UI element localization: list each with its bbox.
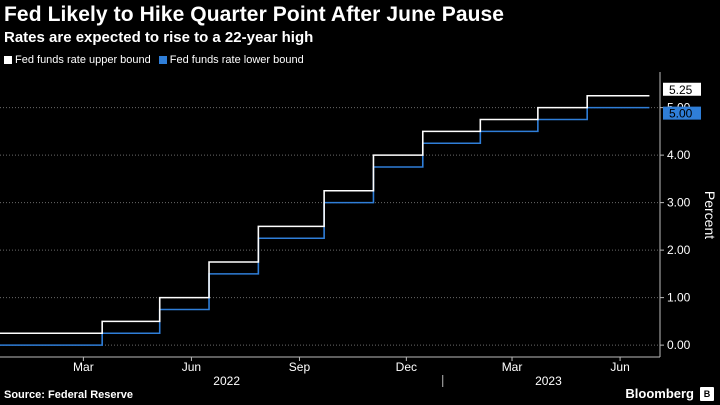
- x-tick-label: Mar: [502, 360, 523, 374]
- bloomberg-logo-icon: B: [700, 387, 714, 401]
- legend-item-lower: Fed funds rate lower bound: [158, 54, 304, 66]
- series-line-upper: [0, 94, 650, 335]
- chart-subtitle: Rates are expected to rise to a 22-year …: [4, 29, 314, 46]
- legend-label-upper: Fed funds rate upper bound: [15, 54, 151, 66]
- brand-wordmark: Bloomberg: [625, 386, 694, 401]
- y-tick-label: 1.00: [667, 291, 691, 305]
- end-label-lower: 5.00: [669, 107, 693, 121]
- legend-label-lower: Fed funds rate lower bound: [169, 54, 304, 66]
- x-tick-label: Sep: [289, 360, 311, 374]
- y-tick-label: 0.00: [667, 338, 691, 352]
- y-tick-label: 2.00: [667, 243, 691, 257]
- chart-legend: Fed funds rate upper bound Fed funds rat…: [4, 54, 312, 66]
- legend-item-upper: Fed funds rate upper bound: [4, 54, 151, 66]
- legend-swatch-upper: [4, 56, 12, 64]
- x-tick-label: Jun: [610, 360, 629, 374]
- end-label-box-upper: [663, 82, 701, 96]
- y-tick-label: 4.00: [667, 148, 691, 162]
- source-note: Source: Federal Reserve: [4, 389, 134, 401]
- x-year-label: 2022: [213, 374, 240, 388]
- end-label-box-lower: [663, 106, 701, 120]
- end-label-upper: 5.25: [669, 83, 693, 97]
- x-tick-label: Jun: [182, 360, 201, 374]
- x-tick-label: Mar: [73, 360, 94, 374]
- x-tick-label: Dec: [396, 360, 417, 374]
- y-tick-label: 3.00: [667, 196, 691, 210]
- chart-title: Fed Likely to Hike Quarter Point After J…: [4, 3, 505, 26]
- y-axis-label: Percent: [702, 191, 718, 239]
- legend-swatch-lower: [158, 56, 167, 64]
- x-year-label: 2023: [535, 374, 562, 388]
